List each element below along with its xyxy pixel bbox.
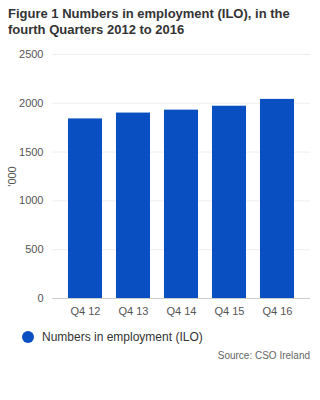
svg-text:Q4 14: Q4 14 [167, 305, 197, 317]
svg-text:Q4 15: Q4 15 [215, 305, 245, 317]
svg-text:'000: '000 [6, 166, 18, 186]
html-text:Source: CSO Ireland: Source: CSO Ireland [217, 350, 310, 361]
svg-text:2000: 2000 [19, 97, 43, 109]
svg-text:2500: 2500 [19, 48, 43, 60]
svg-text:1000: 1000 [19, 194, 43, 206]
svg-text:500: 500 [25, 243, 43, 255]
svg-text:Q4 13: Q4 13 [119, 305, 149, 317]
html-text:Figure 1 Numbers in employment: Figure 1 Numbers in employment (ILO), in… [8, 6, 290, 37]
svg-text:1500: 1500 [19, 146, 43, 158]
svg-text:Q4 12: Q4 12 [71, 305, 101, 317]
svg-text:Q4 16: Q4 16 [263, 305, 293, 317]
html-text:Numbers in employment (ILO): Numbers in employment (ILO) [42, 330, 203, 344]
svg-text:0: 0 [37, 292, 43, 304]
